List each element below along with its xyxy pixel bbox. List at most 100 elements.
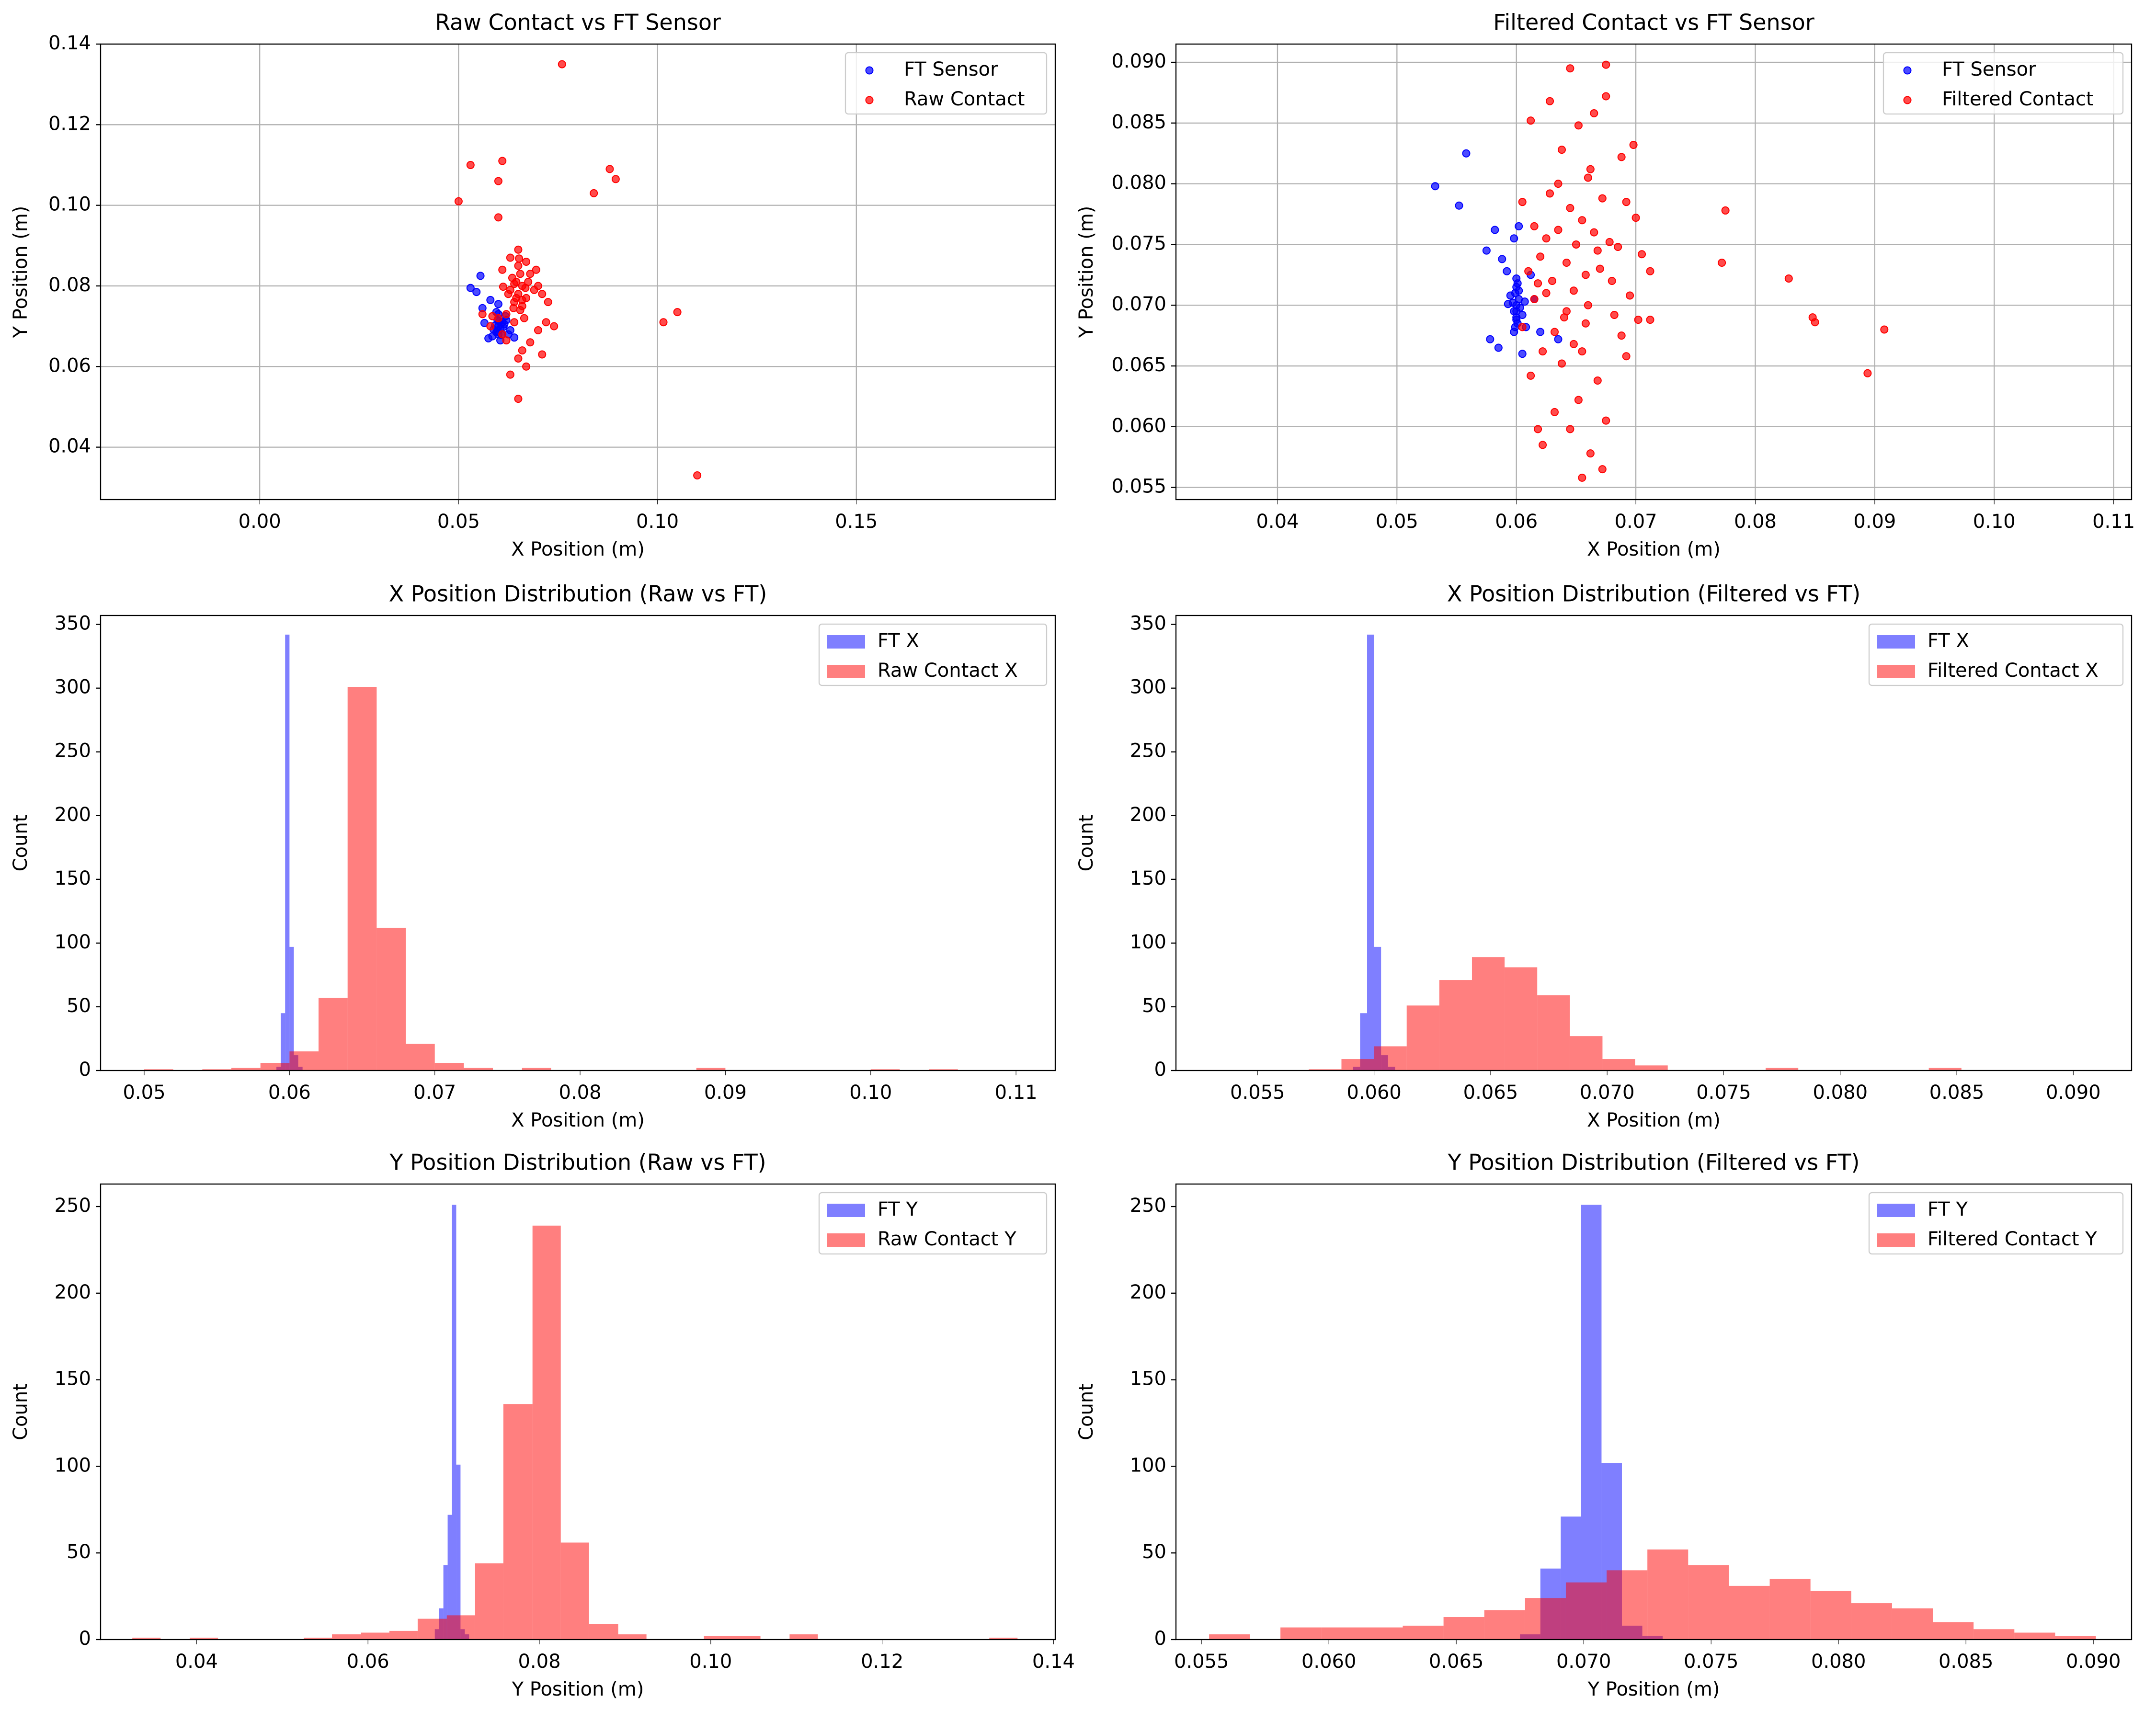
scatter-point — [518, 346, 526, 355]
legend-box — [818, 1192, 1048, 1255]
histogram-bar — [376, 927, 406, 1071]
histogram-bar — [389, 1630, 418, 1640]
histogram-bar — [289, 946, 294, 1071]
histogram-bar — [1484, 1610, 1525, 1640]
legend-swatch — [827, 665, 865, 678]
histogram-bar — [1374, 946, 1381, 1071]
x-tick-label: 0.070 — [1580, 1082, 1635, 1104]
scatter-point — [538, 290, 547, 298]
scatter-point — [1880, 325, 1889, 334]
histogram-bar — [1602, 1059, 1635, 1071]
histogram-bar — [732, 1636, 761, 1640]
scatter-point — [1784, 274, 1793, 283]
y-tick-label: 100 — [1130, 1454, 1166, 1476]
histogram-bar — [1851, 1603, 1892, 1640]
scatter-point — [1622, 352, 1631, 361]
x-tick-label: 0.06 — [1495, 511, 1538, 533]
y-tick-label: 0.060 — [1111, 415, 1166, 437]
y-tick-label: 150 — [1130, 867, 1166, 889]
legend: FT Sensor Raw Contact — [844, 52, 1048, 115]
scatter-point — [498, 157, 507, 165]
histogram-bar — [929, 1069, 958, 1071]
y-tick-label: 250 — [55, 740, 91, 762]
legend-label: FT X — [1928, 630, 1969, 652]
x-tick-label: 0.08 — [518, 1651, 560, 1673]
axes-frame — [1175, 1183, 2133, 1641]
scatter-point — [1520, 297, 1529, 306]
scatter-point — [1515, 286, 1523, 295]
scatter-point — [522, 362, 531, 371]
scatter-point — [466, 284, 475, 292]
histogram-bar — [446, 1615, 475, 1640]
scatter-point — [476, 272, 485, 280]
y-tick-label: 0.075 — [1111, 232, 1166, 254]
x-tick-label: 0.00 — [239, 511, 281, 533]
scatter-point — [1539, 347, 1547, 356]
scatter-point — [509, 304, 518, 312]
scatter-point — [1598, 194, 1607, 203]
scatter-point — [1569, 286, 1578, 295]
scatter-point — [1562, 258, 1571, 267]
histogram-bar — [503, 1404, 533, 1640]
histogram-bar — [1505, 967, 1538, 1071]
scatter-point — [520, 314, 528, 322]
histogram-bar — [281, 1013, 285, 1071]
scatter-point — [1617, 331, 1626, 340]
scatter-point — [466, 160, 475, 169]
scatter-point — [1610, 311, 1619, 319]
histogram-bar — [289, 1051, 319, 1071]
scatter-point — [499, 323, 507, 331]
scatter-point — [1518, 198, 1527, 206]
scatter-point — [1548, 277, 1557, 285]
histogram-bar — [144, 1069, 173, 1071]
scatter-point — [1646, 316, 1654, 324]
scatter-point — [498, 330, 507, 339]
plot-area — [1176, 615, 2132, 1071]
y-tick-label: 150 — [1130, 1368, 1166, 1390]
scatter-point — [1513, 279, 1522, 288]
y-tick-label: 200 — [55, 804, 91, 826]
y-tick-label: 100 — [55, 931, 91, 953]
x-tick-label: 0.10 — [636, 511, 679, 533]
x-tick-label: 0.04 — [1256, 511, 1299, 533]
scatter-point — [506, 253, 514, 262]
scatter-point — [484, 334, 493, 342]
axes-frame — [1175, 615, 2133, 1071]
scatter-point — [1491, 226, 1499, 234]
scatter-point — [502, 336, 511, 345]
axes-frame — [100, 1183, 1056, 1641]
y-tick-label: 300 — [1130, 676, 1166, 698]
chart-5: 0.04 0.06 0.08 0.10 0.12 0.14 0 50 100 150 200 250 Y… — [10, 1150, 1075, 1701]
scatter-point — [1512, 316, 1521, 324]
scatter-point — [1578, 216, 1586, 225]
histogram-bar — [202, 1069, 232, 1071]
scatter-point — [534, 282, 542, 290]
legend-swatch — [827, 1233, 865, 1247]
histogram-bar — [1309, 1069, 1342, 1071]
scatter-point — [1554, 226, 1563, 234]
y-tick-label: 0.065 — [1111, 354, 1166, 376]
y-tick-label: 250 — [55, 1195, 91, 1217]
legend-label: Raw Contact Y — [878, 1228, 1016, 1250]
histogram-bar — [1321, 1627, 1362, 1640]
scatter-point — [1586, 165, 1595, 173]
histogram-bar — [2055, 1636, 2096, 1640]
y-tick-label: 0.04 — [48, 435, 91, 457]
histogram-bar — [1607, 1570, 1648, 1640]
scatter-point — [515, 254, 524, 263]
y-tick-label: 0.085 — [1111, 111, 1166, 133]
legend: FT Y Filtered Contact Y — [1868, 1192, 2124, 1255]
legend-label: FT X — [878, 630, 919, 652]
scatter-point — [693, 471, 702, 480]
scatter-point — [1614, 243, 1622, 251]
axes-frame — [100, 43, 1056, 501]
axes-frame — [1175, 43, 2133, 501]
scatter-point — [1572, 240, 1580, 249]
y-tick-label: 50 — [67, 1541, 91, 1563]
histogram-bar — [319, 998, 348, 1071]
legend-marker — [1903, 96, 1912, 104]
scatter-point — [1718, 258, 1726, 267]
chart-title: Y Position Distribution (Filtered vs FT) — [1448, 1150, 1860, 1175]
scatter-point — [550, 322, 559, 330]
histogram-bar — [361, 1632, 389, 1640]
